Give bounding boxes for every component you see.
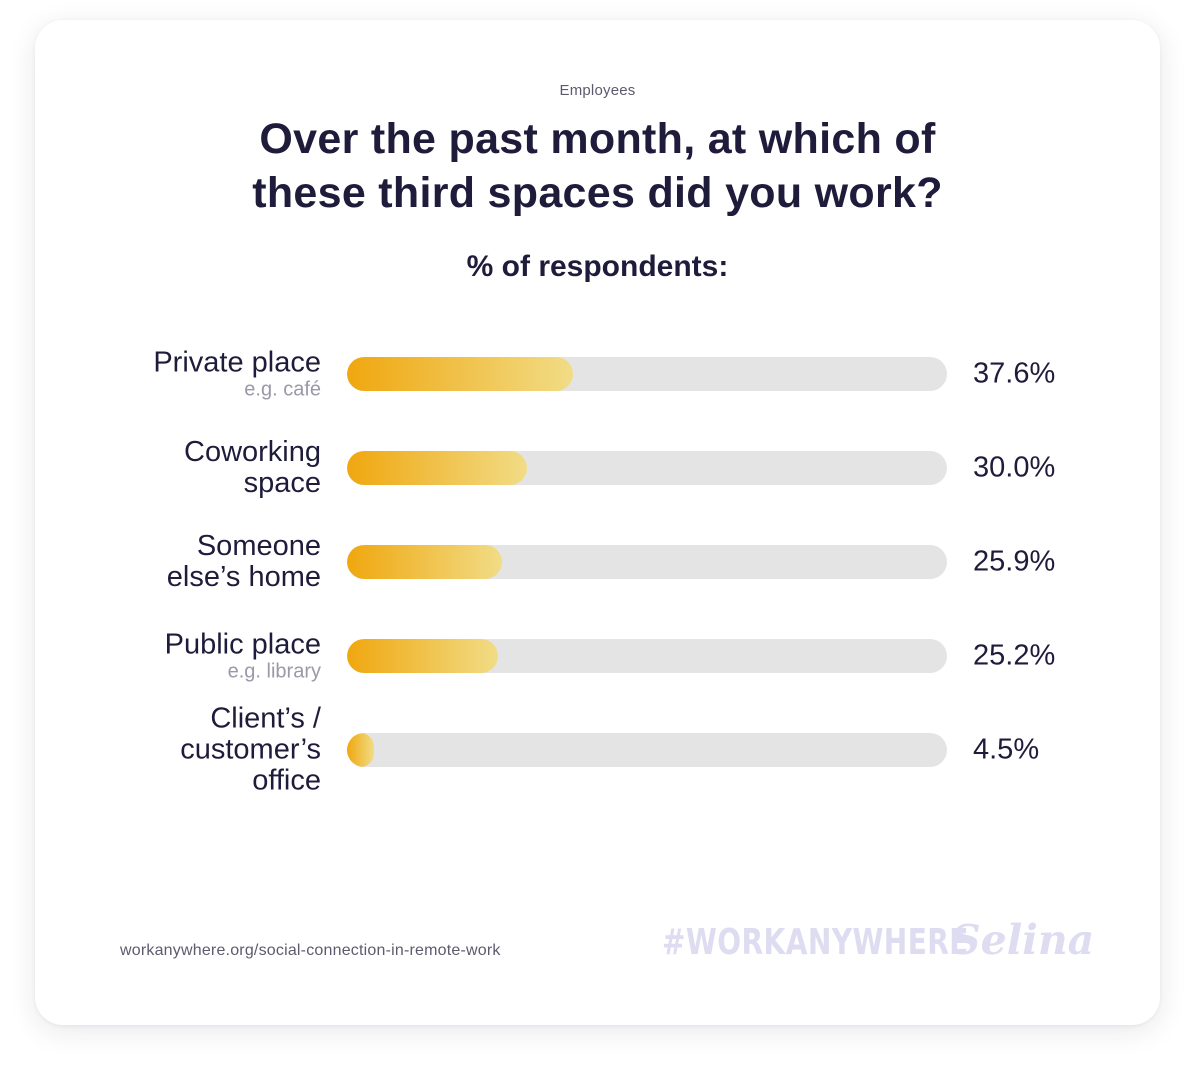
chart-title: Over the past month, at which of these t… (252, 115, 943, 217)
value-label: 4.5% (973, 733, 1040, 766)
category-sublabel: e.g. library (227, 660, 321, 683)
bar-label: Private place e.g. café (153, 346, 321, 401)
bar-fill (347, 733, 374, 767)
source-link[interactable]: workanywhere.org/social-connection-in-re… (120, 942, 501, 959)
bar-fill (347, 639, 499, 673)
bar-row-someone-elses-home: Someone else’s home 25.9% (0, 531, 1195, 593)
bar-track (347, 733, 947, 767)
value-label: 25.9% (973, 545, 1056, 578)
bar-fill (347, 451, 527, 485)
bar-track (347, 639, 947, 673)
bar-label: Public place e.g. library (164, 628, 321, 683)
chart-card (35, 20, 1160, 1025)
bar-row-coworking-space: Coworking space 30.0% (0, 437, 1195, 499)
selina-logo: Selina (951, 916, 1095, 964)
category-label: Private place (153, 346, 321, 379)
bar-fill (347, 357, 573, 391)
value-label: 37.6% (973, 357, 1056, 390)
audience-label: Employees (559, 82, 636, 99)
category-sublabel: e.g. café (244, 378, 321, 401)
category-label: Client’s / customer’s office (180, 702, 321, 797)
bar-track (347, 357, 947, 391)
value-label: 30.0% (973, 451, 1056, 484)
bar-label: Someone else’s home (167, 531, 321, 593)
bar-label: Client’s / customer’s office (180, 702, 321, 797)
bar-row-private-place: Private place e.g. café 37.6% (0, 347, 1195, 401)
bar-label: Coworking space (184, 437, 321, 499)
bar-track (347, 545, 947, 579)
bar-fill (347, 545, 503, 579)
hashtag-logo: #WORKANYWHERE (662, 922, 969, 963)
bar-row-public-place: Public place e.g. library 25.2% (0, 629, 1195, 683)
category-label: Public place (164, 628, 321, 661)
chart-subtitle: % of respondents: (466, 250, 729, 283)
category-label: Someone else’s home (166, 530, 321, 593)
value-label: 25.2% (973, 639, 1056, 672)
category-label: Coworking space (184, 436, 321, 499)
bar-track (347, 451, 947, 485)
bar-row-clients-office: Client’s / customer’s office 4.5% (0, 703, 1195, 796)
